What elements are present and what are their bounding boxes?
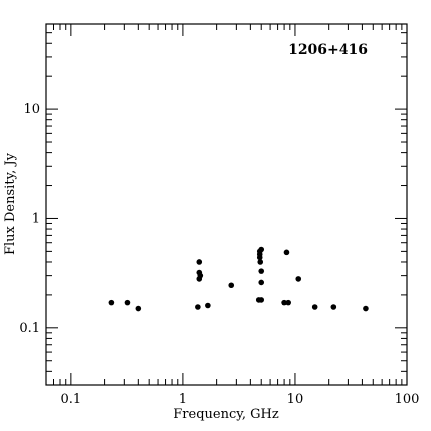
y-tick-label: 1 xyxy=(32,211,40,226)
data-points xyxy=(108,246,369,312)
data-point xyxy=(363,305,369,312)
data-point xyxy=(258,279,265,286)
data-point xyxy=(258,246,265,253)
data-point xyxy=(205,302,211,309)
plot-frame xyxy=(45,23,408,386)
x-tick-label: 1 xyxy=(179,392,187,407)
data-point xyxy=(258,297,265,303)
x-tick-label: 0.1 xyxy=(61,392,82,407)
data-point xyxy=(135,305,142,312)
y-tick-label: 10 xyxy=(23,102,40,117)
data-point xyxy=(283,249,290,256)
axis-ticks xyxy=(45,23,408,386)
y-axis-label: Flux Density, Jy xyxy=(3,152,18,255)
data-point xyxy=(330,304,337,310)
data-point xyxy=(295,276,302,282)
data-point xyxy=(195,304,201,310)
x-tick-label: 100 xyxy=(395,392,420,407)
data-point xyxy=(285,299,291,306)
x-tick-labels: 0.1 1 10 100 xyxy=(61,392,420,407)
y-tick-label: 0.1 xyxy=(19,321,40,336)
data-point xyxy=(258,268,265,274)
data-point xyxy=(196,259,203,265)
data-point xyxy=(124,299,131,306)
x-axis-label: Frequency, GHz xyxy=(173,407,279,422)
data-point xyxy=(256,254,263,261)
data-point xyxy=(197,272,204,279)
chart-title: 1206+416 xyxy=(288,42,368,58)
data-point xyxy=(281,299,287,306)
data-point xyxy=(311,304,318,310)
data-point xyxy=(257,259,264,265)
y-tick-labels: 0.1 1 10 xyxy=(19,102,40,336)
data-point xyxy=(108,299,115,306)
x-tick-label: 10 xyxy=(287,392,304,407)
data-point xyxy=(228,282,235,289)
